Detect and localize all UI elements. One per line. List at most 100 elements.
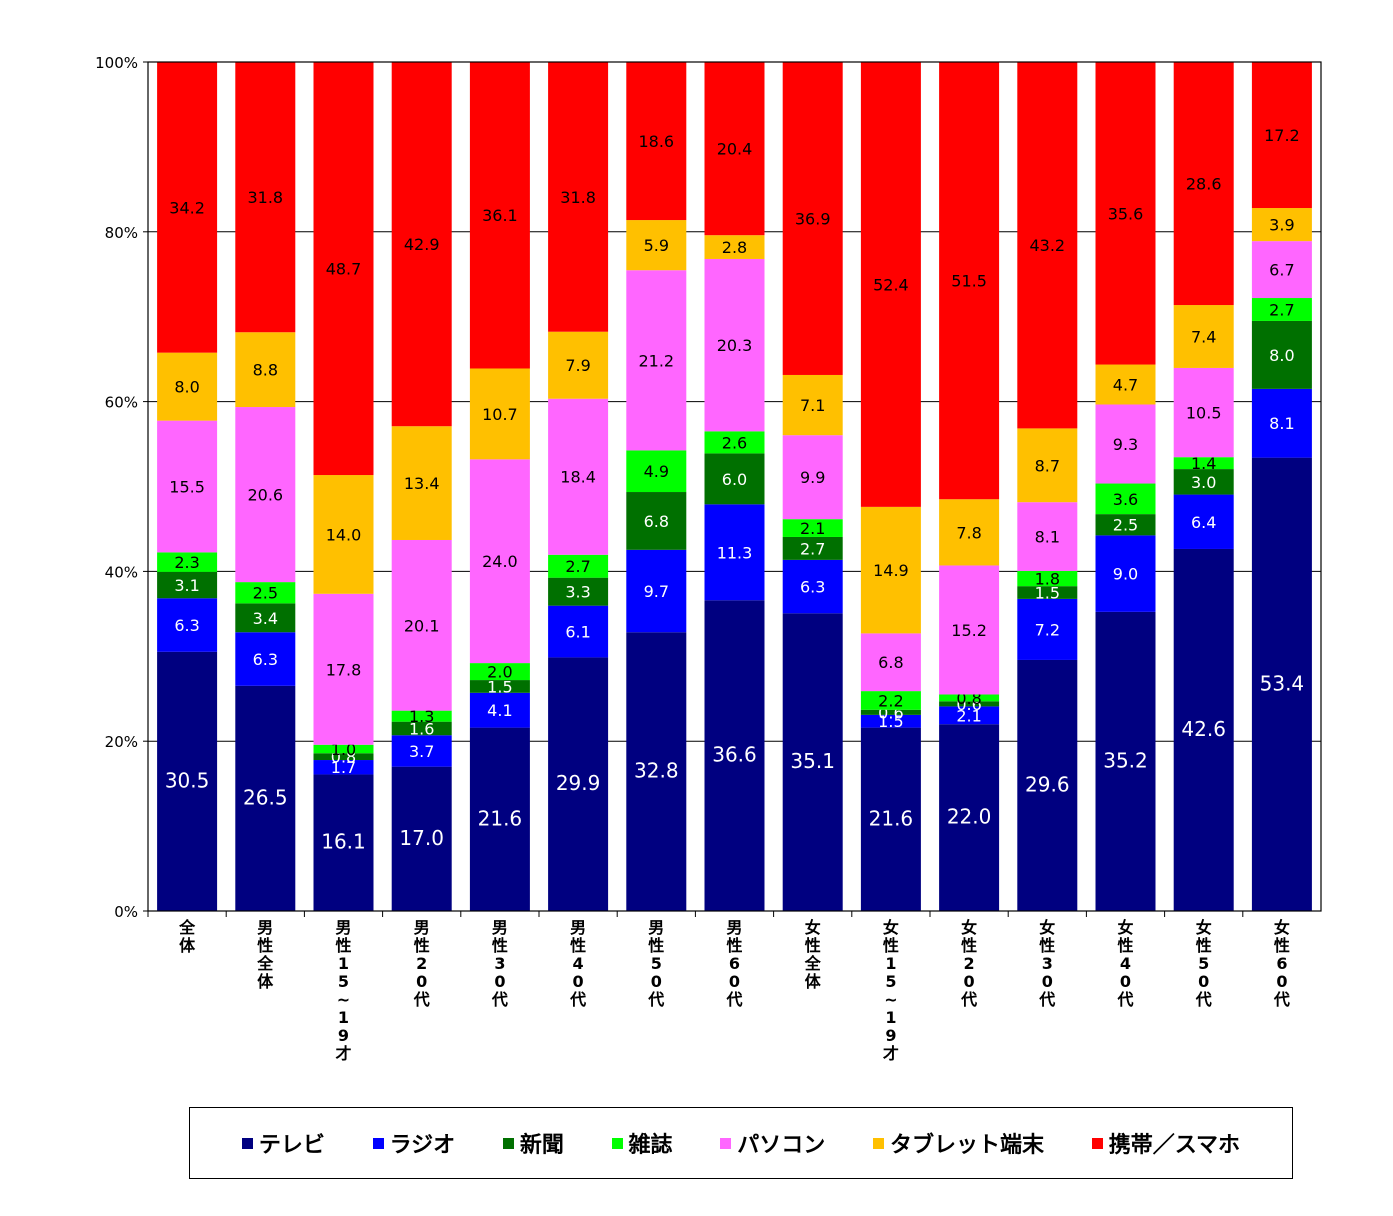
bar-segment xyxy=(469,663,530,681)
x-tick-label: 全体 xyxy=(178,918,196,955)
bar-segment xyxy=(1017,598,1078,660)
bar-segment xyxy=(548,605,609,658)
bar-stack: 35.2 9.0 2.5 3.6 9.3 4.7 35.6 xyxy=(1095,62,1156,911)
bar-segment xyxy=(548,62,609,332)
bar-segment xyxy=(548,554,609,578)
data-label: 30.5 xyxy=(165,768,210,792)
bar-segment xyxy=(1173,494,1234,549)
bar-segment xyxy=(313,774,374,911)
plot-frame xyxy=(147,61,1322,912)
bar-segment xyxy=(1173,469,1234,495)
data-label: 42.9 xyxy=(404,235,440,254)
legend-item: 雑誌 xyxy=(611,1127,673,1159)
data-label: 6.0 xyxy=(722,470,747,489)
data-label: 17.0 xyxy=(399,826,444,850)
data-label: 52.4 xyxy=(873,275,909,294)
legend-swatch xyxy=(372,1137,384,1149)
data-label: 7.4 xyxy=(1191,328,1216,347)
bar-segment xyxy=(391,426,452,540)
data-label: 6.8 xyxy=(878,653,903,672)
bar-stack: 17.0 3.7 1.61.3 20.1 13.4 42.9 xyxy=(391,62,452,911)
x-tick-label: 女性 6 0 代 xyxy=(1273,918,1290,1009)
bar-segment xyxy=(782,62,843,375)
bar-stack: 53.4 8.1 8.0 2.7 6.7 3.9 17.2 xyxy=(1251,62,1312,911)
data-label: 17.2 xyxy=(1264,126,1300,145)
bar-segment xyxy=(391,62,452,427)
bar-segment xyxy=(704,235,765,259)
bar-segment xyxy=(1095,483,1156,515)
data-label: 2.7 xyxy=(1269,300,1294,319)
data-label: 8.1 xyxy=(1035,528,1060,547)
legend-item: テレビ xyxy=(241,1127,325,1159)
bar-stack: 22.02.10.60.815.27.851.5 xyxy=(939,62,1000,911)
bar-stack: 32.8 9.7 6.8 4.9 21.2 5.9 18.6 xyxy=(626,62,687,911)
bar-segment xyxy=(704,431,765,454)
bar-segment xyxy=(939,565,1000,695)
legend-swatch xyxy=(611,1137,623,1149)
bar-segment xyxy=(860,691,921,710)
bar-segment xyxy=(469,727,530,911)
bar-segment xyxy=(626,220,687,271)
x-tick-label: 男性 1 5 ~1 9 才 xyxy=(335,918,351,1063)
data-label: 3.0 xyxy=(1191,473,1216,492)
data-label: 42.6 xyxy=(1181,717,1226,741)
bar-segment xyxy=(626,450,687,493)
data-label: 16.1 xyxy=(321,830,366,854)
legend-label: 雑誌 xyxy=(628,1133,673,1158)
data-label: 6.4 xyxy=(1191,513,1216,532)
bar-segment xyxy=(782,519,843,537)
bar-segment xyxy=(235,582,296,604)
bar-stack: 36.6 11.3 6.0 2.6 20.3 2.8 20.4 xyxy=(704,62,765,911)
data-label: 29.6 xyxy=(1025,772,1070,796)
bar-segment xyxy=(626,492,687,550)
bar-segment xyxy=(391,766,452,911)
bar-segment xyxy=(626,632,687,911)
x-tick-label: 女性 2 0 代 xyxy=(960,918,977,1009)
legend-label: タブレット端末 xyxy=(889,1133,1044,1158)
bar-segment xyxy=(469,680,530,693)
x-tick-label: 男性 4 0 代 xyxy=(569,918,586,1009)
bar-segment xyxy=(704,504,765,601)
data-label: 13.4 xyxy=(404,474,440,493)
data-label: 1.5 xyxy=(487,677,512,696)
bar-segment xyxy=(1173,548,1234,911)
data-label: 35.1 xyxy=(790,749,835,773)
data-label: 26.5 xyxy=(243,785,288,809)
bar-segment xyxy=(1095,514,1156,536)
bar-segment xyxy=(157,420,218,553)
bar-stack: 26.5 6.3 3.4 2.5 20.6 8.8 31.8 xyxy=(235,62,296,911)
legend-item: 携帯／スマホ xyxy=(1091,1127,1240,1159)
bar-segment xyxy=(1251,298,1312,321)
data-label: 29.9 xyxy=(556,771,601,795)
data-label: 21.6 xyxy=(478,806,523,830)
bar-segment xyxy=(939,62,1000,500)
data-label: 8.8 xyxy=(253,361,278,380)
bar-segment xyxy=(1173,62,1234,306)
data-label: 3.6 xyxy=(1113,490,1138,509)
data-label: 4.1 xyxy=(487,701,512,720)
data-label: 21.6 xyxy=(869,806,914,830)
data-label: 36.9 xyxy=(795,209,831,228)
data-label: 34.2 xyxy=(169,198,205,217)
data-label: 14.9 xyxy=(873,561,909,580)
legend-item: 新聞 xyxy=(502,1127,564,1159)
data-label: 1.5 xyxy=(1035,584,1060,603)
y-tick-label: 0% xyxy=(114,903,138,921)
legend-swatch xyxy=(872,1137,884,1149)
data-label: 6.7 xyxy=(1269,261,1294,280)
data-label: 53.4 xyxy=(1260,671,1305,695)
bar-segment xyxy=(157,571,218,599)
x-tick-label: 女性 1 5 ~1 9 才 xyxy=(883,918,899,1063)
data-label: 17.8 xyxy=(326,660,362,679)
legend-swatch xyxy=(1091,1137,1103,1149)
data-label: 2.3 xyxy=(174,553,199,572)
bar-segment xyxy=(626,549,687,633)
bar-segment xyxy=(626,62,687,221)
bar-segment xyxy=(157,651,218,911)
bar-stack: 29.6 7.2 1.51.8 8.1 8.7 43.2 xyxy=(1017,62,1078,911)
bar-segment xyxy=(391,539,452,711)
data-label: 2.0 xyxy=(487,663,512,682)
data-label: 2.5 xyxy=(253,584,278,603)
bar-segment xyxy=(1095,404,1156,484)
bar-segment xyxy=(860,62,921,507)
